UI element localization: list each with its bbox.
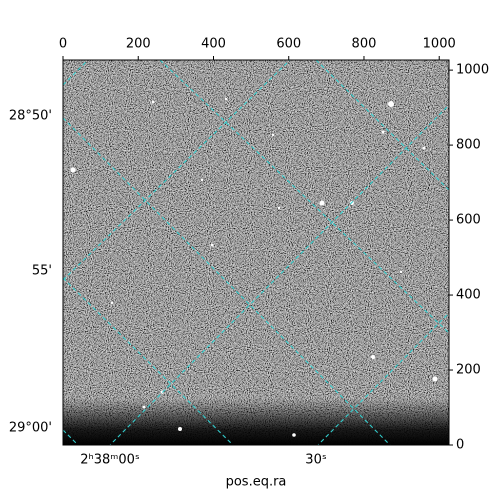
stars [70, 97, 438, 437]
sky-image [63, 60, 449, 445]
y-tick-label: 600 [456, 213, 481, 228]
x-tick-label: 200 [126, 37, 151, 52]
x-tick-label: 400 [201, 37, 226, 52]
ra-label: 2ʰ38ᵐ00ˢ [80, 453, 140, 468]
y-tick-label: 400 [456, 288, 481, 303]
frame [62, 59, 450, 446]
y-tick-label: 800 [456, 138, 481, 153]
x-tick-label: 0 [59, 37, 67, 52]
x-axis-label: pos.eq.ra [226, 475, 287, 490]
ra-label: 30ˢ [305, 453, 327, 468]
y-tick-label: 1000 [456, 63, 489, 78]
dec-label: 28°50' [9, 109, 52, 124]
y-tick-label: 0 [456, 438, 464, 453]
x-tick-label: 800 [352, 37, 377, 52]
x-tick-label: 1000 [423, 37, 456, 52]
dec-label: 55' [32, 264, 52, 279]
y-tick-label: 200 [456, 363, 481, 378]
dec-label: 29°00' [9, 421, 52, 436]
x-tick-label: 600 [276, 37, 301, 52]
world-grid [63, 60, 449, 445]
